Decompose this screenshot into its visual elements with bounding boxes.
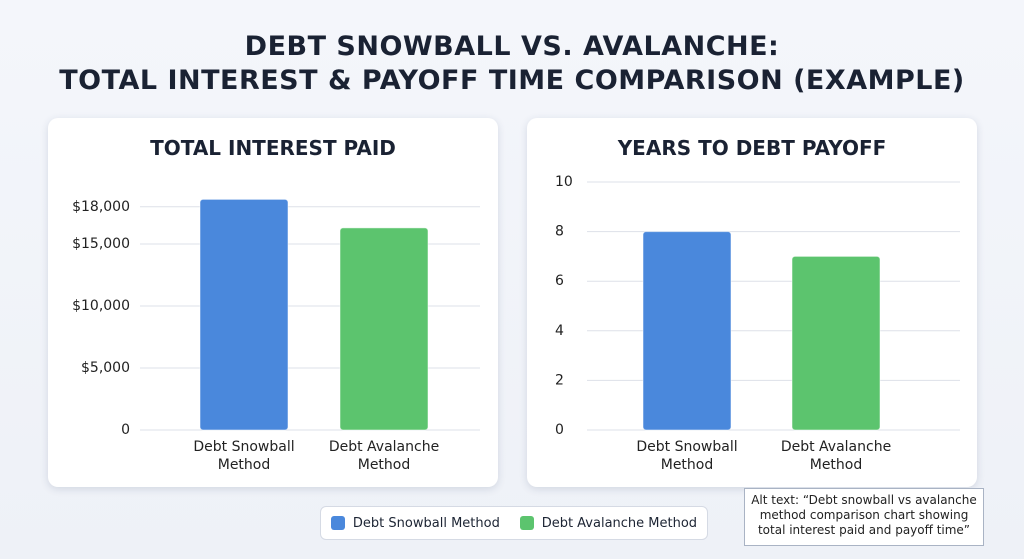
y-tick-label: $10,000 bbox=[72, 298, 130, 314]
alt-text: Alt text: “Debt snowball vs avalanche me… bbox=[744, 488, 984, 546]
y-tick-label: 0 bbox=[555, 422, 564, 438]
x-tick-label: Debt Snowball Method bbox=[193, 439, 295, 473]
bar bbox=[642, 231, 732, 431]
chart-title: YEARS TO DEBT PAYOFF bbox=[617, 136, 887, 160]
y-tick-label: $18,000 bbox=[72, 199, 130, 215]
chart: 0 $5,000 $10,000 $15,000 $18,000 bbox=[72, 198, 480, 438]
legend-item: Debt Avalanche Method bbox=[519, 515, 698, 531]
y-tick-label: 10 bbox=[555, 174, 573, 190]
y-tick-label: $5,000 bbox=[81, 360, 130, 376]
bar bbox=[791, 255, 881, 431]
page-title: DEBT SNOWBALL VS. AVALANCHE: TOTAL INTER… bbox=[0, 30, 1024, 98]
title-line: DEBT SNOWBALL VS. AVALANCHE: bbox=[244, 31, 780, 62]
y-tick-label: 2 bbox=[555, 372, 564, 388]
legend-label: Debt Avalanche Method bbox=[541, 515, 698, 531]
chart-panel: TOTAL INTEREST PAID 0 $5,000 $10,000 $15,00… bbox=[48, 118, 498, 487]
legend-item: Debt Snowball Method bbox=[330, 515, 500, 531]
legend-label: Debt Snowball Method bbox=[352, 515, 500, 531]
chart: 0 2 4 6 8 10 bbox=[555, 174, 960, 438]
x-tick-label: Debt Avalanche Method bbox=[328, 439, 440, 473]
title-line: TOTAL INTEREST & PAYOFF TIME COMPARISON … bbox=[59, 65, 965, 96]
chart-title: TOTAL INTEREST PAID bbox=[150, 136, 396, 160]
y-tick-label: 4 bbox=[555, 323, 564, 339]
y-tick-label: 0 bbox=[121, 422, 130, 438]
bar bbox=[339, 227, 429, 431]
y-tick-label: 8 bbox=[555, 224, 564, 240]
legend-swatch bbox=[519, 516, 534, 530]
x-tick-label: Debt Snowball Method bbox=[636, 439, 738, 473]
legend-swatch bbox=[330, 516, 345, 530]
x-tick-label: Debt Avalanche Method bbox=[780, 439, 892, 473]
legend: Debt Snowball Method Debt Avalanche Meth… bbox=[320, 506, 708, 540]
y-tick-label: $15,000 bbox=[72, 236, 130, 252]
y-tick-label: 6 bbox=[555, 273, 564, 289]
bar bbox=[199, 198, 289, 431]
chart-panel: YEARS TO DEBT PAYOFF 0 2 4 6 8 10 Debt Snowba… bbox=[527, 118, 977, 487]
